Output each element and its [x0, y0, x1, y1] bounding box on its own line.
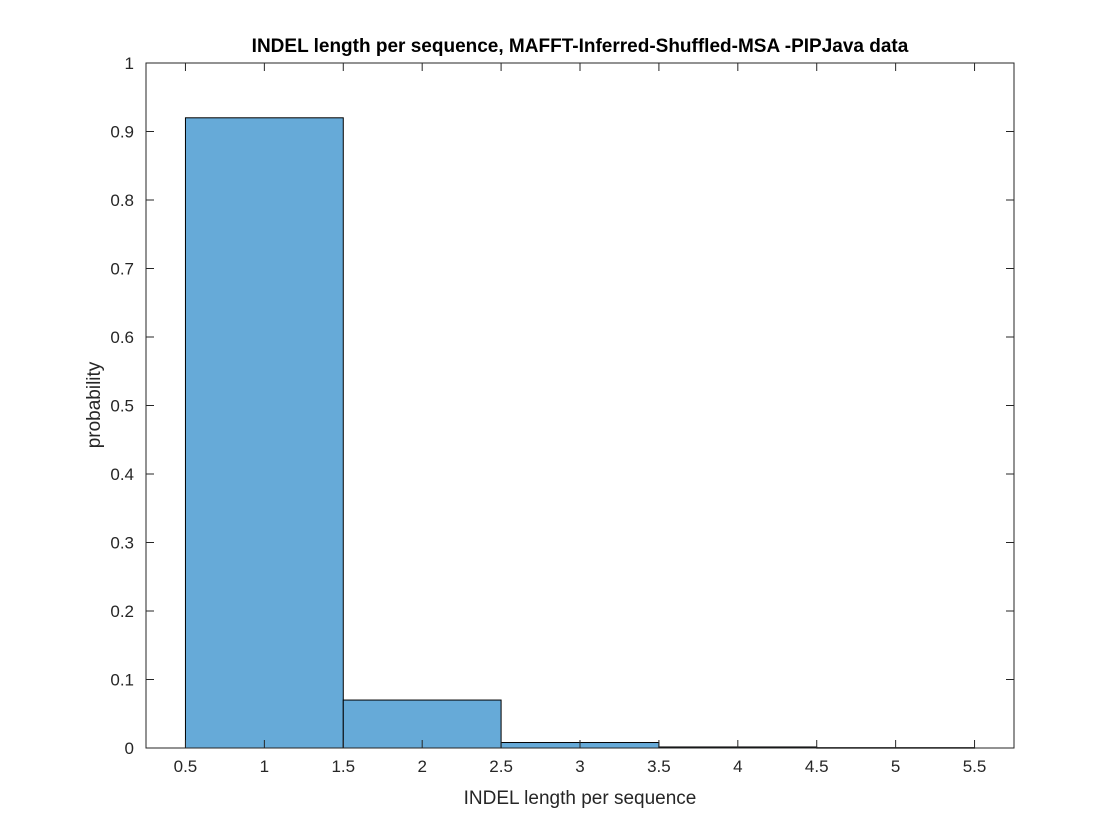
x-tick-label: 2	[417, 757, 426, 776]
x-tick-label: 4	[733, 757, 742, 776]
x-tick-label: 1	[260, 757, 269, 776]
y-tick-label: 1	[125, 54, 134, 73]
y-tick-label: 0.4	[110, 465, 134, 484]
x-tick-label: 4.5	[805, 757, 829, 776]
y-tick-label: 0.6	[110, 328, 134, 347]
x-tick-label: 0.5	[174, 757, 198, 776]
ticks-layer: 0.5 1 1.5 2 2.5 3 3.5 4 4.5 5 5.5 0 0.1 0.2 0.3 0.4 0.5 0…	[110, 54, 1014, 776]
y-tick-label: 0.5	[110, 397, 134, 416]
y-tick-label: 0	[125, 739, 134, 758]
x-tick-label: 3.5	[647, 757, 671, 776]
y-tick-label: 0.1	[110, 671, 134, 690]
x-tick-label: 5.5	[963, 757, 987, 776]
histogram-bar	[184, 117, 344, 749]
y-tick-label: 0.8	[110, 191, 134, 210]
y-tick-label: 0.9	[110, 123, 134, 142]
x-axis-label: INDEL length per sequence	[464, 788, 697, 809]
x-tick-label: 2.5	[489, 757, 513, 776]
y-tick-label: 0.2	[110, 602, 134, 621]
x-tick-label: 1.5	[331, 757, 355, 776]
y-tick-label: 0.3	[110, 534, 134, 553]
x-tick-label: 5	[891, 757, 900, 776]
x-tick-label: 3	[575, 757, 584, 776]
chart-title: INDEL length per sequence, MAFFT-Inferre…	[252, 36, 909, 57]
bars-layer	[184, 117, 976, 749]
y-tick-label: 0.7	[110, 260, 134, 279]
y-axis-label: probability	[84, 361, 105, 448]
